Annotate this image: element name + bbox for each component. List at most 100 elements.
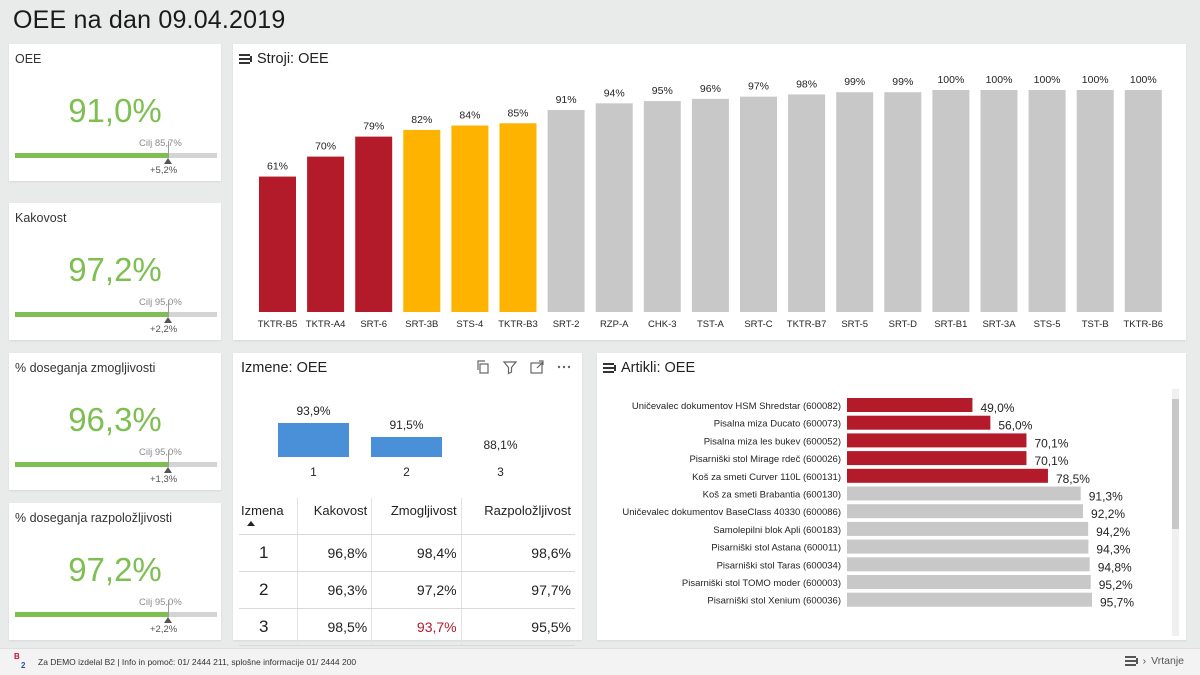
machine-bar[interactable] — [1076, 90, 1114, 312]
article-bar[interactable] — [847, 486, 1081, 501]
machine-data-label: 100% — [986, 74, 1013, 86]
machine-category-label: TKTR-B7 — [787, 319, 827, 330]
machine-data-label: 100% — [1034, 74, 1061, 86]
machine-data-label: 95% — [652, 85, 673, 97]
column-header-zmogljivost[interactable]: Zmogljivost — [371, 498, 462, 535]
machine-data-label: 84% — [459, 110, 480, 122]
stroji-oee-panel[interactable]: Stroji: OEE 61% TKTR-B5 70% TKTR-A4 79% SRT-6… — [233, 44, 1186, 340]
kpi-progress-track — [15, 600, 217, 617]
visual-toolbar — [475, 359, 572, 375]
izmene-oee-panel[interactable]: Izmene: OEE 93,9% 1 91,5% 2 88,1% 3 Izmena Ka… — [233, 353, 582, 646]
machine-data-label: 85% — [507, 107, 528, 119]
table-row[interactable]: 2 96,3% 97,2% 97,7% — [239, 571, 575, 609]
table-cell: 98,5% — [296, 608, 372, 646]
kpi-card-oee[interactable]: OEE 91,0% Cilj 85,7% +5,2% — [9, 44, 221, 181]
table-row[interactable]: 1 96,8% 98,4% 98,6% — [239, 534, 575, 572]
article-category-label: Pisarniški stol Xenium (600036) — [707, 596, 841, 607]
article-bar[interactable] — [847, 451, 1027, 466]
drill-hierarchy-icon[interactable] — [239, 53, 252, 65]
machine-bar[interactable] — [643, 101, 681, 312]
article-category-label: Pisarniški stol Astana (600011) — [711, 543, 841, 554]
focus-mode-icon[interactable] — [529, 359, 545, 375]
kpi-card-kakovost[interactable]: Kakovost 97,2% Cilj 95,0% +2,2% — [9, 203, 221, 340]
drill-hierarchy-icon[interactable] — [603, 362, 616, 374]
artikli-title: Artikli: OEE — [621, 360, 696, 376]
izmene-table: Izmena Kakovost Zmogljivost Razpoložljiv… — [239, 498, 575, 646]
kpi-target-marker — [163, 158, 172, 164]
machine-bar[interactable] — [307, 156, 345, 312]
article-category-label: Samolepilni blok Apli (600183) — [713, 525, 841, 536]
machine-bar[interactable] — [499, 123, 537, 312]
machine-bar[interactable] — [451, 125, 489, 313]
article-bar[interactable] — [847, 592, 1092, 607]
artikli-oee-panel[interactable]: Artikli: OEE Uničevalec dokumentov HSM S… — [597, 353, 1186, 640]
shift-bar[interactable] — [371, 437, 442, 457]
filter-icon[interactable] — [502, 359, 518, 375]
kpi-card-zmogljivost[interactable]: % doseganja zmogljivosti 96,3% Cilj 95,0… — [9, 353, 221, 490]
sort-ascending-icon[interactable] — [247, 521, 255, 526]
stroji-header: Stroji: OEE — [239, 51, 329, 67]
article-data-label: 94,8% — [1098, 560, 1132, 574]
column-header-razpolozljivost[interactable]: Razpoložljivost — [460, 498, 575, 535]
drill-nav-button[interactable]: › Vrtanje — [1124, 655, 1184, 667]
article-category-label: Pisarniški stol Mirage rdeč (600026) — [689, 454, 841, 465]
article-data-label: 95,7% — [1100, 596, 1134, 610]
machine-data-label: 98% — [796, 78, 817, 90]
machine-bar[interactable] — [1028, 90, 1066, 312]
shift-category-label: 3 — [497, 465, 504, 479]
kpi-target: Cilj 95,0% — [139, 597, 182, 608]
machine-bar[interactable] — [691, 98, 729, 312]
machine-bar[interactable] — [740, 96, 777, 312]
table-cell: 95,5% — [460, 608, 575, 646]
machine-bar[interactable] — [932, 90, 970, 312]
machine-bar[interactable] — [259, 176, 296, 312]
machine-bar[interactable] — [595, 103, 633, 312]
machine-bar[interactable] — [788, 94, 826, 312]
kpi-target-tick — [167, 450, 169, 467]
column-header-kakovost[interactable]: Kakovost — [296, 498, 372, 535]
shift-bar[interactable] — [278, 423, 349, 457]
izmene-title: Izmene: OEE — [241, 360, 328, 376]
machine-data-label: 70% — [315, 141, 336, 153]
table-cell: 93,7% — [371, 608, 462, 646]
column-header-izmena[interactable]: Izmena — [239, 498, 297, 535]
machine-bar[interactable] — [403, 129, 441, 312]
table-row[interactable]: 3 98,5% 93,7% 95,5% — [239, 608, 575, 646]
machine-data-label: 96% — [700, 83, 721, 95]
b2-logo: B 2 — [14, 652, 26, 670]
more-options-icon[interactable] — [556, 359, 572, 375]
kpi-progress-fill — [15, 312, 168, 317]
article-bar[interactable] — [847, 433, 1027, 448]
article-category-label: Uničevalec dokumentov HSM Shredstar (600… — [632, 401, 841, 412]
machine-bar[interactable] — [1124, 90, 1162, 312]
izmene-header: Izmene: OEE — [241, 360, 327, 376]
machine-bar[interactable] — [547, 109, 585, 312]
table-cell: 2 — [239, 571, 297, 609]
article-category-label: Uničevalec dokumentov BaseClass 40330 (6… — [622, 507, 841, 518]
article-bar[interactable] — [847, 557, 1090, 572]
kpi-target-tick — [167, 600, 169, 617]
machine-bar[interactable] — [980, 90, 1018, 312]
article-bar[interactable] — [847, 415, 991, 430]
vertical-scrollbar[interactable] — [1172, 389, 1179, 636]
article-data-label: 91,3% — [1089, 490, 1123, 504]
article-data-label: 92,2% — [1091, 507, 1125, 521]
article-bar[interactable] — [847, 539, 1089, 554]
table-cell: 97,7% — [460, 571, 575, 609]
article-data-label: 70,1% — [1034, 436, 1068, 450]
article-bar[interactable] — [847, 521, 1089, 536]
drill-nav-label: Vrtanje — [1151, 655, 1184, 667]
article-bar[interactable] — [847, 398, 973, 412]
machine-bar[interactable] — [355, 136, 393, 312]
article-bar[interactable] — [847, 575, 1091, 589]
kpi-target: Cilj 95,0% — [139, 297, 182, 308]
kpi-progress-fill — [15, 462, 168, 467]
machine-category-label: CHK-3 — [648, 319, 677, 330]
machine-bar[interactable] — [884, 92, 922, 312]
article-bar[interactable] — [847, 504, 1084, 519]
machine-bar[interactable] — [836, 92, 874, 312]
kpi-card-razpolozljivost[interactable]: % doseganja razpoložljivosti 97,2% Cilj … — [9, 503, 221, 640]
scrollbar-thumb[interactable] — [1172, 399, 1179, 529]
copy-icon[interactable] — [475, 359, 491, 375]
article-bar[interactable] — [847, 468, 1048, 483]
